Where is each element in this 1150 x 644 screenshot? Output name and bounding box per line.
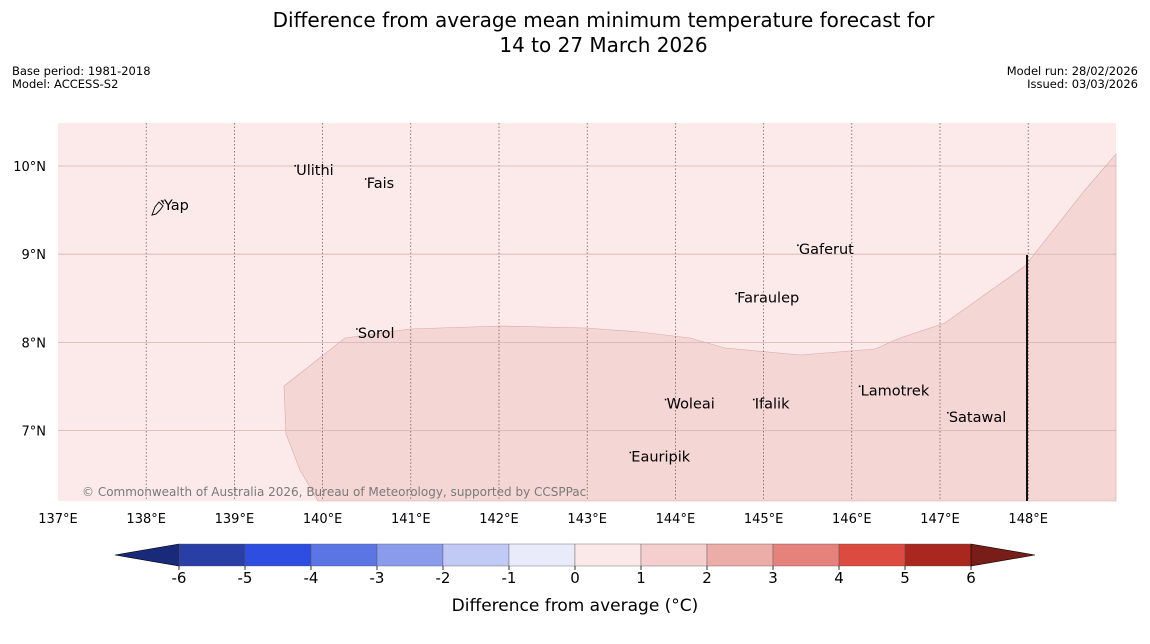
island-marker <box>364 178 367 180</box>
colorbar-label: -4 <box>304 569 319 587</box>
colorbar-segment <box>772 543 840 567</box>
place-label: Ulithi <box>296 163 334 179</box>
map-title: Difference from average mean minimum tem… <box>0 8 1150 58</box>
colorbar-segment <box>640 543 708 567</box>
place-label: Faraulep <box>737 291 799 307</box>
lat-tick-label: 10°N <box>13 160 46 175</box>
lon-tick-label: 142°E <box>479 512 519 527</box>
colorbar-label: 6 <box>966 569 976 587</box>
colorbar-label: 5 <box>900 569 910 587</box>
colorbar-segment <box>310 543 378 567</box>
colorbar-title: Difference from average (°C) <box>452 596 699 616</box>
colorbar-label: 1 <box>636 569 646 587</box>
lon-tick-label: 141°E <box>391 512 431 527</box>
island-marker <box>629 451 632 454</box>
colorbar-segment <box>244 543 312 567</box>
place-label: Satawal <box>949 410 1006 426</box>
place-label: Eauripik <box>631 449 690 465</box>
place-label: Fais <box>367 176 394 192</box>
lon-tick-label: 148°E <box>1008 512 1048 527</box>
colorbar-label: -2 <box>436 569 451 587</box>
lat-tick-label: 8°N <box>22 336 47 351</box>
lon-tick-label: 143°E <box>567 512 607 527</box>
colorbar-segment <box>508 543 576 567</box>
lon-tick-label: 144°E <box>656 512 696 527</box>
lon-tick-label: 139°E <box>215 512 255 527</box>
meta-left: Base period: 1981-2018 Model: ACCESS-S2 <box>12 65 151 91</box>
lat-tick-label: 7°N <box>22 425 47 440</box>
island-marker <box>161 200 164 203</box>
colorbar-segment <box>838 543 906 567</box>
model-run: Model run: 28/02/2026 <box>1006 64 1138 78</box>
island-marker <box>858 385 861 388</box>
colorbar-segment <box>904 543 972 567</box>
issued-date: Issued: 03/03/2026 <box>1027 77 1138 91</box>
meta-right: Model run: 28/02/2026 Issued: 03/03/2026 <box>1007 65 1138 91</box>
colorbar-low-extend <box>114 543 180 567</box>
model-name: Model: ACCESS-S2 <box>12 77 119 91</box>
colorbar-label: -5 <box>238 569 253 587</box>
lon-tick-label: 147°E <box>920 512 960 527</box>
lat-tick-label: 9°N <box>22 248 47 263</box>
title-line-1: Difference from average mean minimum tem… <box>272 8 935 32</box>
colorbar-segment <box>178 543 246 567</box>
place-label: Sorol <box>358 326 395 342</box>
anomaly-region-1-to-2 <box>283 153 1117 502</box>
place-label: Lamotrek <box>861 383 930 399</box>
colorbar-label: -3 <box>370 569 385 587</box>
island-marker <box>294 164 297 167</box>
place-label: Yap <box>163 198 189 214</box>
colorbar-label: 2 <box>702 569 712 587</box>
colorbar-segment <box>574 543 642 567</box>
copyright-credit: © Commonwealth of Australia 2026, Bureau… <box>82 485 586 499</box>
lon-tick-label: 140°E <box>303 512 343 527</box>
colorbar-label: 3 <box>768 569 778 587</box>
axis-ticks: 137°E 138°E 139°E 140°E 141°E 142°E 143°E 144°E… <box>13 160 1048 527</box>
place-label: Ifalik <box>755 397 790 413</box>
place-labels: Yap Ulithi Fais Gaferut Faraulep Sorol Woleai I… <box>161 163 1006 465</box>
colorbar: -6 -5 -4 -3 -2 -1 0 1 2 3 4 5 6 <box>114 543 1036 587</box>
island-marker <box>664 398 667 401</box>
base-period: Base period: 1981-2018 <box>12 64 151 78</box>
colorbar-label: -6 <box>172 569 187 587</box>
lon-tick-label: 146°E <box>832 512 872 527</box>
lon-tick-label: 145°E <box>744 512 784 527</box>
colorbar-label: 0 <box>570 569 580 587</box>
colorbar-segment <box>442 543 510 567</box>
colorbar-segment <box>376 543 444 567</box>
colorbar-label: -1 <box>502 569 517 587</box>
colorbar-label: 4 <box>834 569 844 587</box>
colorbar-high-extend <box>970 543 1036 567</box>
island-marker <box>946 411 949 414</box>
island-marker <box>796 244 799 247</box>
island-marker <box>355 328 358 330</box>
lon-tick-label: 137°E <box>38 512 78 527</box>
lon-tick-label: 138°E <box>126 512 166 527</box>
island-marker <box>735 292 738 295</box>
graticule <box>58 123 1116 501</box>
island-marker <box>752 398 755 401</box>
yap-island-outline <box>151 199 165 216</box>
place-label: Gaferut <box>799 242 854 258</box>
place-label: Woleai <box>667 397 715 413</box>
colorbar-segment <box>706 543 774 567</box>
title-line-2: 14 to 27 March 2026 <box>499 33 708 57</box>
